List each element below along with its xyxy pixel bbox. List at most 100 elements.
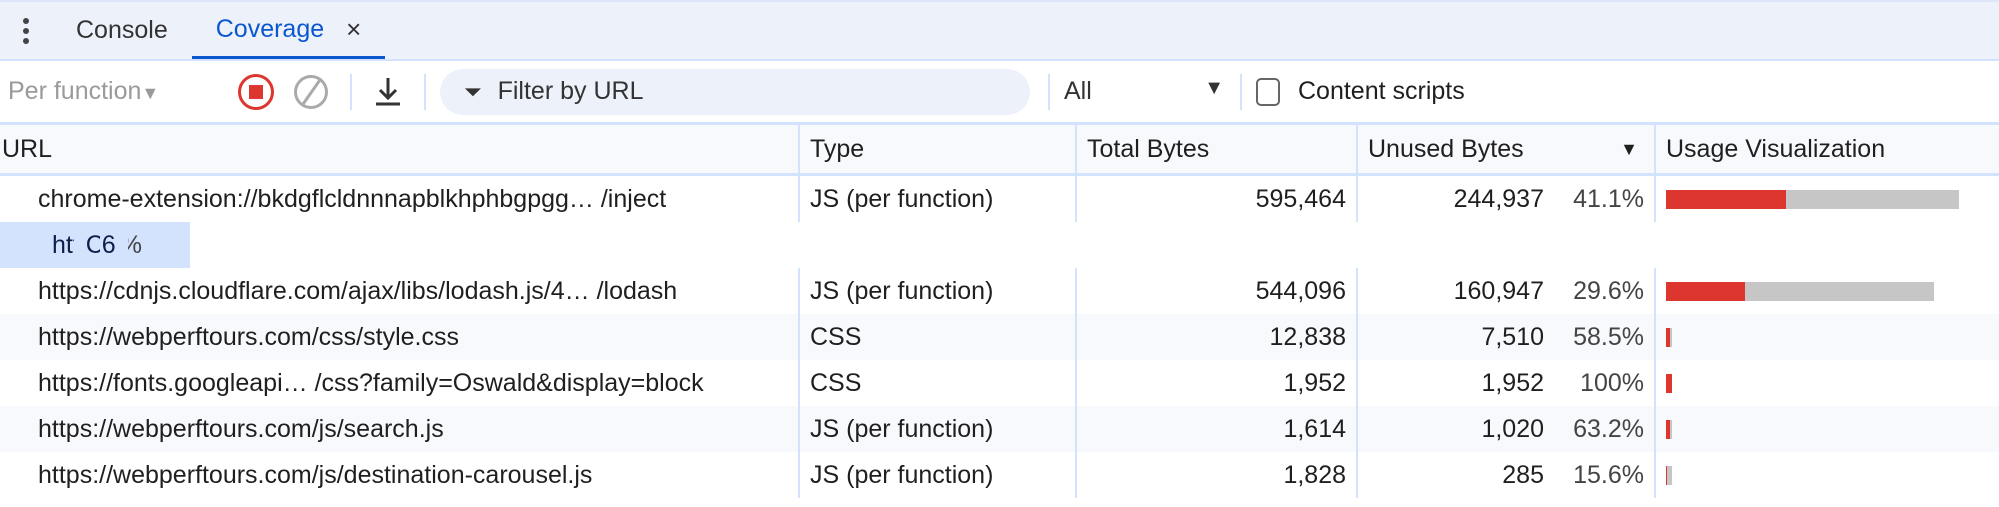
total-bytes-text: 544,096	[1255, 276, 1346, 305]
total-bytes-text: 1,952	[1283, 368, 1346, 397]
url-cell: https://webperftours.com/js/destination-…	[0, 452, 800, 498]
type-text: JS (per function)	[810, 184, 994, 213]
unused-percent: 100%	[1580, 368, 1644, 397]
header-usage-visualization[interactable]: Usage Visualization	[1656, 125, 1999, 173]
header-label: Unused Bytes	[1368, 134, 1524, 163]
usage-cell	[1656, 406, 1999, 452]
type-cell: JS (per function)	[800, 176, 1077, 222]
filter-url-input[interactable]: ⏷ Filter by URL	[440, 68, 1030, 115]
table-row[interactable]: chrome-extension://bkdgflcldnnnapblkhphb…	[0, 176, 1999, 222]
stop-record-icon[interactable]	[238, 73, 274, 110]
type-text: JS (per function)	[810, 460, 994, 489]
unused-bar-segment	[1666, 373, 1672, 393]
total-bytes-text: 1,614	[1283, 414, 1346, 443]
header-type[interactable]: Type	[800, 125, 1077, 173]
header-label: URL	[2, 134, 53, 163]
usage-bar	[1666, 281, 1934, 301]
table-row[interactable]: https://fonts.googleapi… /css?family=Osw…	[0, 360, 1999, 406]
content-scripts-label: Content scripts	[1298, 77, 1465, 105]
close-icon[interactable]: ×	[346, 13, 362, 44]
total-bytes-cell: 544,096	[1077, 268, 1358, 314]
clear-icon[interactable]	[294, 74, 328, 109]
unused-bar-segment	[1666, 419, 1670, 439]
unused-percent: 29.6%	[1573, 276, 1644, 305]
type-cell: JS (per function)	[800, 452, 1077, 498]
type-text: CSS	[810, 322, 862, 351]
filter-icon: ⏷	[464, 78, 482, 104]
header-label: Total Bytes	[1087, 134, 1210, 163]
coverage-table: URL Type Total Bytes Unused Bytes ▼ Usage…	[0, 125, 1999, 498]
content-scripts-checkbox[interactable]	[1256, 77, 1280, 106]
total-bytes-cell: 595,464	[1077, 176, 1358, 222]
url-text: https://webperftours.com/css/style.css	[38, 322, 459, 351]
tab-label: Coverage	[215, 14, 325, 43]
unused-bytes-cell: 244,937 41.1%	[1358, 176, 1656, 222]
total-bytes-text: 1,828	[1283, 460, 1346, 489]
type-cell: CSS	[76, 222, 102, 268]
table-row[interactable]: https://webperftours.com/js/search.js JS…	[0, 406, 1999, 452]
unused-bytes-cell: 285 15.6%	[1358, 452, 1656, 498]
unused-percent: 15.6%	[1573, 460, 1644, 489]
type-text: CSS	[810, 368, 862, 397]
unused-bytes-text: 7,510	[1481, 322, 1544, 351]
unused-bytes-cell: 1,952 100%	[1358, 360, 1656, 406]
unused-bar-segment	[1666, 465, 1667, 485]
more-tabs-icon[interactable]	[0, 2, 52, 59]
total-bytes-text: 595,464	[1255, 184, 1346, 213]
type-cell: CSS	[800, 314, 1077, 360]
type-text: JS (per function)	[810, 414, 994, 443]
dropdown-label: Per function	[8, 77, 142, 105]
unused-bytes-cell: 1,020 63.2%	[1358, 406, 1656, 452]
tab-coverage[interactable]: Coverage ×	[191, 2, 386, 59]
url-cell: https://fonts.googleapi… /css?family=Osw…	[0, 360, 800, 406]
chevron-down-icon: ▼	[1204, 77, 1224, 99]
table-row[interactable]: https://cdn.jsdelivr.net/gh/yesiamro… /c…	[0, 222, 190, 268]
usage-cell	[1656, 360, 1999, 406]
usage-bar	[1666, 189, 1959, 209]
divider	[424, 73, 426, 110]
coverage-type-dropdown[interactable]: Per function▼	[0, 77, 230, 106]
url-cell: https://webperftours.com/js/search.js	[0, 406, 800, 452]
total-bytes-cell: 12,838	[1077, 314, 1358, 360]
unused-percent: 58.5%	[1573, 322, 1644, 351]
usage-cell	[1656, 268, 1999, 314]
type-cell: JS (per function)	[800, 268, 1077, 314]
table-row[interactable]: https://webperftours.com/js/destination-…	[0, 452, 1999, 498]
total-bytes-cell: 167,986	[102, 222, 128, 268]
usage-bar	[1666, 373, 1672, 393]
header-total-bytes[interactable]: Total Bytes	[1077, 125, 1358, 173]
table-row[interactable]: https://cdnjs.cloudflare.com/ajax/libs/l…	[0, 268, 1999, 314]
type-text: JS (per function)	[810, 276, 994, 305]
usage-cell	[1656, 452, 1999, 498]
select-value: All	[1064, 77, 1092, 105]
usage-cell	[1656, 176, 1999, 222]
unused-percent: 63.2%	[1573, 414, 1644, 443]
tab-label: Console	[76, 16, 168, 44]
type-text: CSS	[86, 231, 100, 260]
unused-bar-segment	[1666, 281, 1746, 301]
total-bytes-cell: 1,828	[1077, 452, 1358, 498]
type-cell: CSS	[800, 360, 1077, 406]
total-bytes-cell: 1,614	[1077, 406, 1358, 452]
usage-cell	[1656, 314, 1999, 360]
header-url[interactable]: URL	[0, 125, 800, 173]
url-type-select[interactable]: All ▼	[1050, 77, 1240, 106]
url-text: https://fonts.googleapi… /css?family=Osw…	[38, 368, 704, 397]
header-unused-bytes[interactable]: Unused Bytes ▼	[1358, 125, 1656, 173]
table-row[interactable]: https://webperftours.com/css/style.css C…	[0, 314, 1999, 360]
unused-bar-segment	[1666, 189, 1787, 209]
tab-console[interactable]: Console	[52, 2, 192, 59]
url-cell: https://cdn.jsdelivr.net/gh/yesiamro… /c…	[14, 222, 76, 268]
url-text: chrome-extension://bkdgflcldnnnapblkhphb…	[38, 184, 667, 213]
url-text: https://cdnjs.cloudflare.com/ajax/libs/l…	[38, 276, 678, 305]
url-cell: https://webperftours.com/css/style.css	[0, 314, 800, 360]
total-bytes-text: 12,838	[1269, 322, 1346, 351]
usage-bar	[1666, 419, 1672, 439]
unused-bytes-text: 160,947	[1453, 276, 1544, 305]
divider	[350, 73, 352, 110]
unused-bytes-cell: 7,510 58.5%	[1358, 314, 1656, 360]
unused-bytes-text: 244,937	[1453, 184, 1544, 213]
coverage-toolbar: Per function▼ ⏷ Filter by URL All ▼ Conten…	[0, 61, 1999, 125]
download-icon[interactable]	[370, 74, 406, 110]
total-bytes-text: 167,986	[101, 230, 116, 259]
